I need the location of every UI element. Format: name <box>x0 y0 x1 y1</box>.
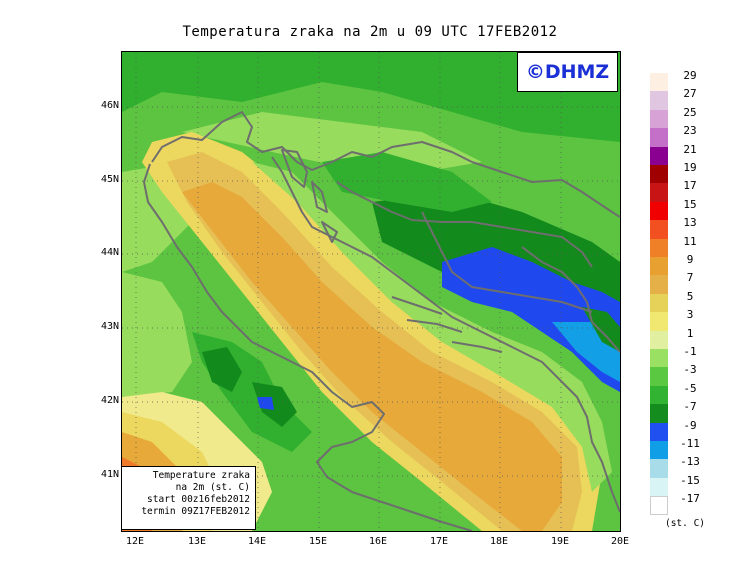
info-box: Temperature zraka na 2m (st. C) start 00… <box>121 466 256 530</box>
lon-label-15e: 15E <box>308 536 328 547</box>
legend-swatch <box>650 477 668 497</box>
legend-label: 15 <box>683 197 697 211</box>
legend-swatch <box>650 349 668 368</box>
legend-label: 19 <box>683 161 697 174</box>
lat-label-43n: 43N <box>100 321 119 332</box>
legend-label: 9 <box>686 253 694 266</box>
legend-label: -13 <box>680 455 700 469</box>
legend-swatch <box>650 257 668 276</box>
dhmz-copyright-badge: ©DHMZ <box>517 52 618 92</box>
legend-label: 13 <box>683 216 697 230</box>
legend-label: 17 <box>683 179 697 193</box>
map-title: Temperatura zraka na 2m u 09 UTC 17FEB20… <box>182 24 558 40</box>
lon-label-19e: 19E <box>550 536 570 547</box>
italy-blue-spot <box>257 397 274 410</box>
italy-dark-patch-1 <box>202 347 242 392</box>
legend-swatch <box>650 146 668 165</box>
coastlines-borders <box>143 111 620 531</box>
legend-label: -5 <box>683 381 697 395</box>
legend-label: 5 <box>686 289 694 303</box>
lat-label-42n: 42N <box>100 395 119 406</box>
legend-swatch <box>650 496 668 515</box>
lon-label-20e: 20E <box>610 536 630 547</box>
legend-units: (st. C) <box>664 518 706 529</box>
temperature-map <box>121 51 621 532</box>
legend-label: 7 <box>686 271 694 285</box>
italy-dark-patch-2 <box>252 382 297 427</box>
legend-swatch <box>650 330 668 349</box>
legend-swatch <box>650 275 668 294</box>
legend-label: -17 <box>680 492 700 506</box>
adriatic-orange <box>182 182 562 531</box>
info-line-4: termin 09Z17FEB2012 <box>141 506 250 517</box>
legend-label: 11 <box>683 234 697 248</box>
lon-label-12e: 12E <box>125 536 145 547</box>
dark-patch-north <box>122 52 620 142</box>
lon-label-18e: 18E <box>489 536 509 547</box>
lon-label-14e: 14E <box>247 536 267 547</box>
legend-label: 3 <box>686 308 694 322</box>
legend-label: 21 <box>683 142 697 156</box>
info-line-1: Temperature zraka <box>152 470 250 481</box>
temperature-field <box>122 52 620 531</box>
lon-label-16e: 16E <box>368 536 388 547</box>
legend-label: -7 <box>683 400 697 414</box>
info-line-2: na 2m (st. C) <box>175 482 250 493</box>
legend-swatch <box>650 73 668 92</box>
legend-swatch <box>650 312 668 331</box>
italy-light-green <box>122 272 192 397</box>
coastal-green-strip <box>252 162 612 492</box>
blue-cold-area <box>442 247 620 392</box>
lat-label-46n: 46N <box>100 100 119 111</box>
legend-swatch <box>650 238 668 257</box>
legend-label: -11 <box>680 437 700 450</box>
legend-swatch <box>650 367 668 386</box>
lon-label-13e: 13E <box>187 536 207 547</box>
legend-label: 29 <box>683 69 697 82</box>
legend-label: 27 <box>683 87 697 101</box>
legend-swatch <box>650 422 668 441</box>
legend-label: -15 <box>680 473 700 487</box>
legend-swatch <box>650 293 668 313</box>
legend-label: 25 <box>683 105 697 119</box>
legend-swatch <box>650 183 668 202</box>
lat-label-44n: 44N <box>100 247 119 258</box>
legend-label: -3 <box>683 363 697 377</box>
info-line-3: start 00z16feb2012 <box>147 494 250 505</box>
legend-swatch <box>650 459 668 478</box>
legend-swatch <box>650 109 668 129</box>
legend-swatch <box>650 404 668 423</box>
legend-swatch <box>650 385 668 405</box>
legend-label: -1 <box>683 345 697 358</box>
lat-label-45n: 45N <box>100 174 119 185</box>
legend-swatch <box>650 128 668 147</box>
mid-green-inland <box>322 152 492 212</box>
legend-label: 1 <box>686 326 694 340</box>
lat-label-41n: 41N <box>100 469 119 480</box>
light-patch-north <box>182 112 482 172</box>
legend-swatch <box>650 165 668 184</box>
legend-swatch <box>650 91 668 110</box>
legend-label: 23 <box>683 124 697 138</box>
legend-swatch <box>650 441 668 460</box>
legend-swatch <box>650 201 668 221</box>
legend-label: -9 <box>683 418 697 432</box>
lon-label-17e: 17E <box>429 536 449 547</box>
legend-swatch <box>650 220 668 239</box>
